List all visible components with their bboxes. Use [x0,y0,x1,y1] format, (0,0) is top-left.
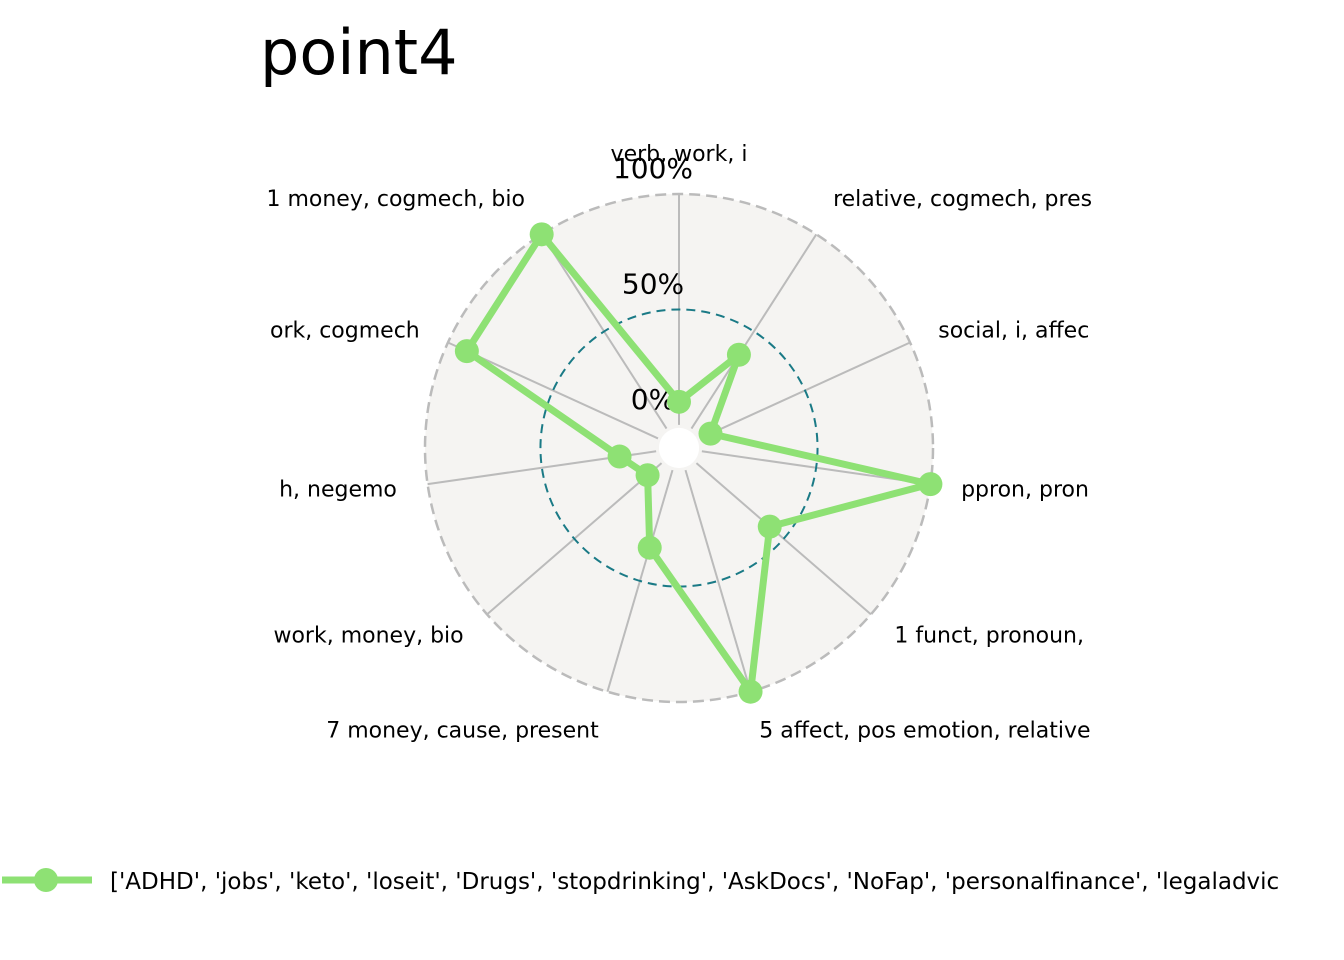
data-point-3 [918,472,943,497]
axis-label-3: ppron, pron [961,478,1089,503]
legend-marker [34,868,58,892]
spoke-1 [690,233,818,430]
legend-entry: ['ADHD', 'jobs', 'keto', 'loseit', 'Drug… [110,869,1279,895]
legend: ['ADHD', 'jobs', 'keto', 'loseit', 'Drug… [2,868,1279,895]
data-point-4 [757,514,782,539]
data-point-1 [726,342,751,367]
data-point-2 [698,421,723,446]
axis-label-2: social, i, affec [938,319,1089,344]
axis-label-5: 5 affect, pos emotion, relative [759,718,1090,743]
axis-label-7: work, money, bio [273,624,463,649]
axis-label-9: ork, cogmech [270,319,420,344]
axis-label-4: 1 funct, pronoun, [894,624,1084,649]
axis-label-1: relative, cogmech, pres [833,187,1092,212]
data-point-10 [529,222,554,247]
axis-label-6: 7 money, cause, present [326,718,599,743]
data-point-8 [607,444,632,469]
center-hole [658,427,700,469]
chart-title: point4 [260,16,458,89]
radial-tick-label: 100% [613,152,693,185]
data-point-9 [454,339,479,364]
series-line [462,228,932,702]
axis-label-10: 1 money, cogmech, bio [266,187,524,212]
data-point-7 [635,463,660,488]
radial-tick-label: 50% [622,267,684,300]
axis-label-0: verb, work, i [611,142,748,167]
spoke-5 [684,469,752,692]
data-point-6 [637,535,662,560]
data-point-5 [738,679,763,704]
axis-label-8: h, negemo [279,478,397,503]
data-point-0 [667,389,691,414]
outer-grid-ring [423,192,935,704]
